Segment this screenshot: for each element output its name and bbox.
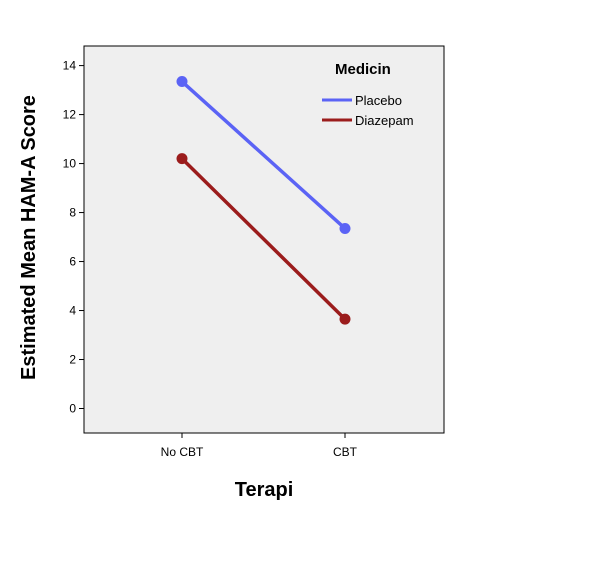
y-tick-label: 6: [69, 255, 76, 269]
y-tick-label: 4: [69, 304, 76, 318]
y-tick-label: 10: [63, 157, 77, 171]
data-point-placebo: [339, 222, 351, 234]
x-axis-title: Terapi: [235, 479, 294, 501]
x-tick-label: CBT: [333, 445, 358, 459]
x-tick-label: No CBT: [161, 445, 204, 459]
data-point-placebo: [176, 76, 188, 88]
legend-title: Medicin: [335, 61, 391, 78]
y-tick-label: 14: [63, 59, 77, 73]
data-point-diazepam: [339, 313, 351, 325]
y-tick-label: 12: [63, 108, 77, 122]
series-layer: [176, 76, 351, 325]
y-axis-title: Estimated Mean HAM-A Score: [18, 95, 40, 380]
legend-label-placebo: Placebo: [355, 93, 402, 108]
y-tick-label: 8: [69, 206, 76, 220]
y-axis: 0 2 4 6 8 10 12 14: [63, 59, 84, 416]
series-line-placebo: [180, 79, 347, 231]
y-tick-label: 0: [69, 402, 76, 416]
series-line-diazepam: [180, 156, 347, 321]
y-tick-label: 2: [69, 353, 76, 367]
x-axis: No CBT CBT: [161, 433, 358, 459]
legend: Medicin Placebo Diazepam: [322, 61, 414, 128]
data-point-diazepam: [176, 153, 188, 165]
legend-label-diazepam: Diazepam: [355, 113, 414, 128]
